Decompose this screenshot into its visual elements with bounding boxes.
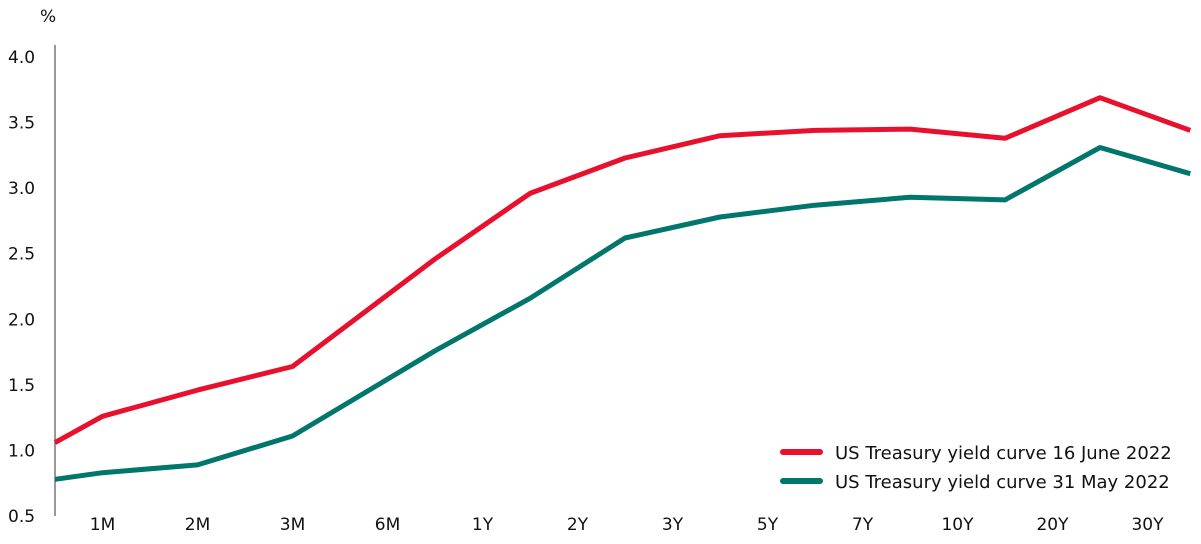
- series-lines: [53, 95, 1192, 482]
- series-line-2: [54, 145, 1191, 482]
- x-tick-label: 3Y: [662, 515, 684, 535]
- y-tick-label: 0.5: [8, 507, 35, 527]
- y-tick-label: 4.0: [8, 48, 35, 68]
- x-tick-label: 10Y: [941, 515, 974, 535]
- y-tick-label: 2.0: [8, 310, 35, 330]
- y-tick-label: 3.5: [8, 114, 35, 134]
- legend-label-2: US Treasury yield curve 31 May 2022: [835, 472, 1170, 493]
- x-tick-label: 6M: [375, 515, 400, 535]
- x-tick-label: 3M: [280, 515, 305, 535]
- legend-label-1: US Treasury yield curve 16 June 2022: [835, 443, 1172, 464]
- x-tick-label: 1M: [90, 515, 115, 535]
- y-tick-label: 2.5: [8, 245, 35, 265]
- y-axis-ticks: 0.5 1.0 1.5 2.0 2.5 3.0 3.5 4.0: [8, 48, 35, 527]
- y-axis-unit-label: %: [40, 7, 56, 27]
- x-tick-label: 2Y: [567, 515, 589, 535]
- x-tick-label: 1Y: [472, 515, 494, 535]
- x-tick-label: 5Y: [757, 515, 779, 535]
- x-tick-label: 20Y: [1036, 515, 1069, 535]
- x-axis-ticks: 1M 2M 3M 6M 1Y 2Y 3Y 5Y 7Y 10Y 20Y 30Y: [90, 515, 1164, 535]
- y-tick-label: 3.0: [8, 179, 35, 199]
- x-tick-label: 2M: [185, 515, 210, 535]
- series-line-1: [53, 95, 1192, 445]
- legend: US Treasury yield curve 16 June 2022 US T…: [780, 443, 1172, 493]
- x-tick-label: 7Y: [852, 515, 874, 535]
- x-tick-label: 30Y: [1131, 515, 1164, 535]
- y-tick-label: 1.5: [8, 376, 35, 396]
- y-tick-label: 1.0: [8, 441, 35, 461]
